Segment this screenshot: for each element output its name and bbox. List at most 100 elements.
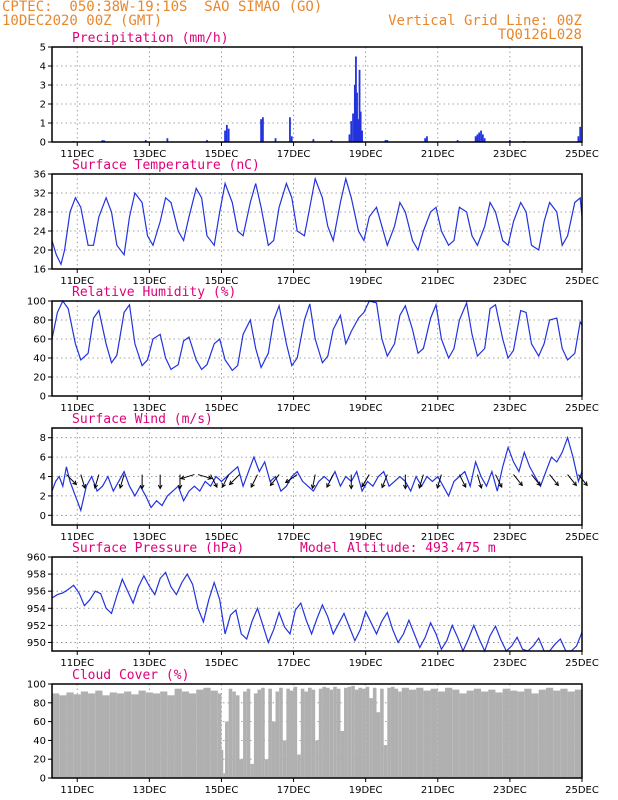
wind-arrow	[157, 474, 163, 490]
cloud-bar	[495, 692, 503, 778]
x-tick-label: 25DEC	[565, 785, 599, 796]
cloud-bar	[567, 691, 575, 778]
cloud-bar	[221, 749, 224, 778]
y-tick-label: 0	[40, 774, 46, 785]
y-tick-label: 36	[33, 170, 46, 181]
wind-arrow	[348, 474, 354, 490]
y-tick-label: 100	[27, 297, 46, 308]
cloud-bar	[369, 698, 373, 778]
cloud-bar	[326, 687, 330, 778]
cloud-bar	[160, 691, 168, 778]
cloud-bar	[473, 688, 482, 778]
cloud-bar	[372, 687, 377, 778]
cloud-bar	[261, 687, 265, 778]
panel-title: Precipitation (mm/h)	[72, 31, 229, 46]
y-tick-label: 3	[40, 81, 46, 92]
cloud-bar	[394, 688, 399, 778]
wind-arrow	[210, 474, 218, 489]
panel-title: Cloud Cover (%)	[72, 668, 189, 683]
y-tick-label: 20	[33, 755, 46, 766]
wind-arrow	[80, 474, 87, 489]
y-tick-label: 4	[40, 62, 46, 73]
precip-bar	[508, 140, 511, 142]
cloud-bar	[131, 694, 139, 778]
x-tick-label: 11DEC	[60, 403, 94, 414]
wind-arrow	[361, 474, 370, 488]
cloud-bar	[228, 688, 233, 778]
cloud-bar	[390, 686, 395, 778]
cloud-bar	[354, 689, 359, 778]
precip-bar	[577, 136, 580, 142]
series-line	[51, 571, 583, 653]
cloud-bar	[383, 745, 388, 778]
cloud-bar	[268, 688, 272, 778]
wind-arrow	[495, 474, 503, 489]
cloud-bar	[80, 691, 89, 778]
precip-bar	[579, 126, 582, 142]
cloud-bar	[315, 740, 319, 778]
cloud-bar	[196, 689, 204, 778]
cloud-bar	[574, 689, 582, 778]
cloud-bar	[264, 759, 269, 778]
y-tick-label: 20	[33, 246, 46, 257]
wind-arrow	[418, 474, 424, 489]
wind-arrow	[567, 474, 577, 487]
cloud-bar	[344, 687, 348, 778]
x-tick-label: 23DEC	[493, 276, 527, 287]
cloud-bar	[560, 688, 568, 778]
x-tick-label: 13DEC	[132, 149, 166, 160]
panel-1: 0 1 2 3 4 5 11DEC 13DEC 15DEC 17DEC 19DEC 21DEC 23DE…	[40, 31, 599, 160]
precip-bar	[386, 140, 389, 142]
panel-frame	[51, 300, 583, 397]
panel-5: 950 952 954 956 958 960 11DEC 13DEC 15DEC 17DEC 19…	[27, 541, 599, 669]
x-tick-label: 15DEC	[205, 149, 239, 160]
cloud-bar	[408, 689, 417, 778]
y-tick-label: 16	[33, 265, 46, 276]
cloud-bar	[246, 688, 251, 778]
cloud-bar	[401, 687, 409, 778]
y-tick-label: 960	[27, 553, 46, 564]
x-tick-label: 23DEC	[493, 658, 527, 669]
cloud-bar	[304, 691, 308, 778]
cloud-bar	[145, 692, 153, 778]
cloud-bar	[250, 763, 254, 778]
cloud-bar	[88, 693, 96, 778]
cloud-bar	[73, 694, 81, 778]
cloud-bar	[351, 685, 355, 778]
y-tick-label: 954	[27, 604, 46, 615]
model-altitude: Model Altitude: 493.475 m	[300, 541, 496, 556]
precip-bar	[290, 136, 293, 142]
cloud-bar	[203, 687, 211, 778]
wind-arrow	[284, 474, 298, 484]
precip-bar	[289, 117, 291, 142]
precip-bar	[424, 138, 427, 142]
header-code: TQ0126L028	[497, 27, 582, 43]
cloud-bar	[488, 689, 496, 778]
wind-arrow	[549, 474, 559, 487]
cloud-bar	[223, 773, 226, 778]
wind-arrow	[221, 474, 230, 489]
cloud-bar	[279, 687, 283, 778]
x-tick-label: 19DEC	[349, 149, 383, 160]
x-tick-label: 17DEC	[277, 149, 311, 160]
cloud-bar	[481, 691, 489, 778]
cloud-bar	[387, 687, 391, 778]
x-tick-label: 23DEC	[493, 532, 527, 543]
wind-arrow	[197, 474, 213, 480]
cloud-bar	[437, 691, 445, 778]
panel-4: 0 2 4 6 8 11DEC 13DEC 15DEC 17DEC 19DEC 21DEC 23DEC…	[40, 412, 599, 543]
x-tick-label: 25DEC	[565, 276, 599, 287]
cloud-bar	[531, 693, 539, 778]
cloud-bar	[358, 687, 363, 778]
wind-arrow	[66, 474, 78, 486]
y-tick-label: 1	[40, 119, 46, 130]
y-tick-label: 32	[33, 189, 46, 200]
series-line	[51, 176, 583, 267]
cloud-bar	[275, 691, 280, 778]
x-tick-label: 13DEC	[132, 532, 166, 543]
x-tick-label: 15DEC	[205, 276, 239, 287]
x-tick-label: 21DEC	[421, 403, 455, 414]
cloud-bar	[239, 759, 244, 778]
y-tick-label: 5	[40, 43, 46, 54]
wind-arrow	[531, 474, 541, 487]
